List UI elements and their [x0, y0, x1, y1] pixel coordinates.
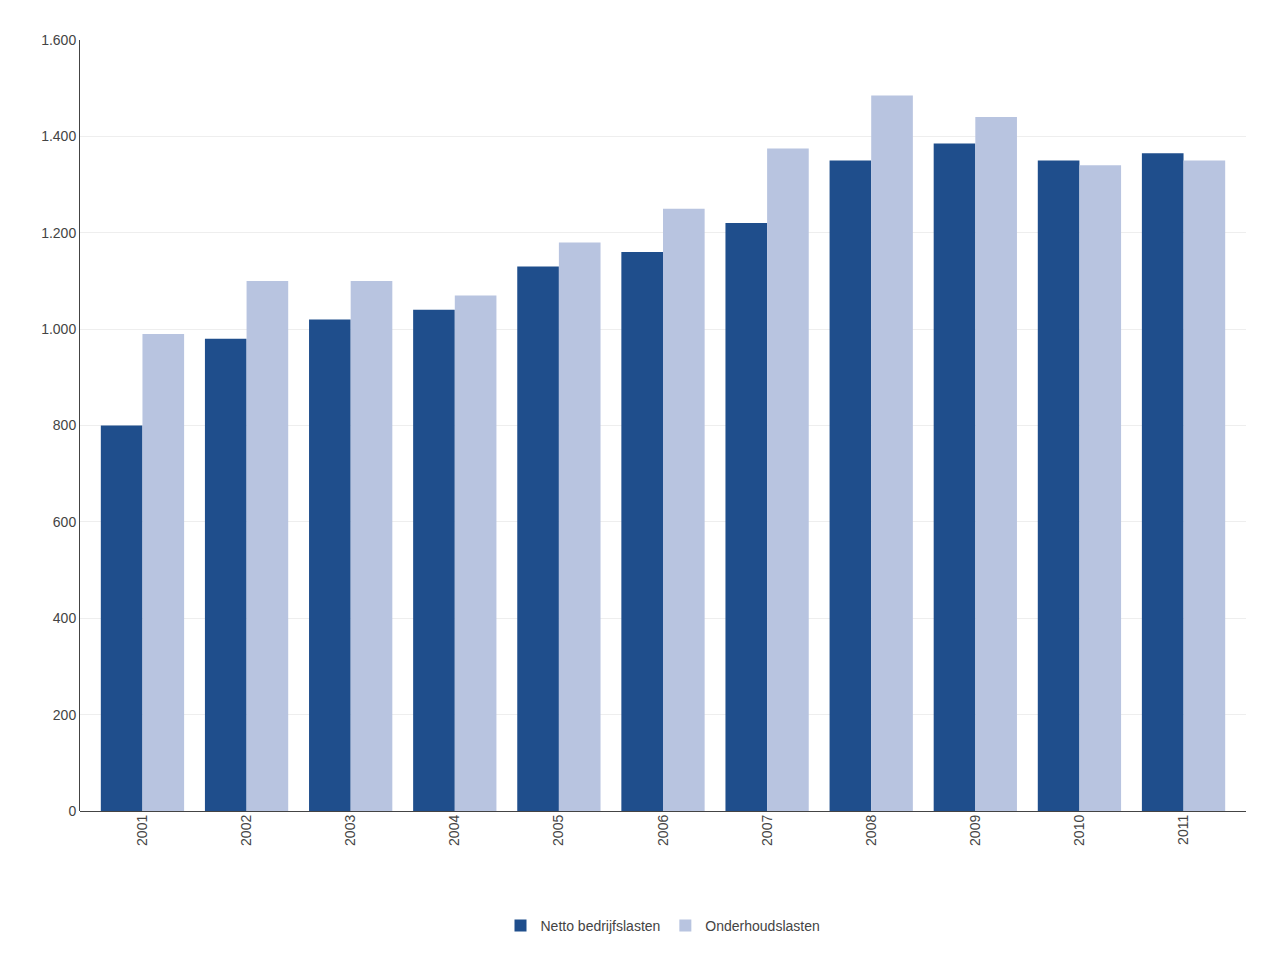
svg-text:2001: 2001 — [134, 815, 150, 846]
svg-text:200: 200 — [53, 707, 77, 723]
svg-text:2008: 2008 — [863, 815, 879, 846]
svg-text:800: 800 — [53, 417, 77, 433]
svg-text:2011: 2011 — [1175, 815, 1191, 845]
svg-text:1.600: 1.600 — [41, 32, 76, 48]
svg-text:2004: 2004 — [446, 815, 462, 846]
svg-text:0: 0 — [68, 803, 76, 819]
svg-text:2010: 2010 — [1071, 815, 1087, 846]
svg-text:400: 400 — [53, 610, 77, 626]
svg-text:Netto bedrijfslasten: Netto bedrijfslasten — [541, 918, 661, 934]
svg-text:Onderhoudslasten: Onderhoudslasten — [705, 918, 819, 934]
svg-text:1.000: 1.000 — [41, 321, 76, 337]
svg-text:2007: 2007 — [759, 815, 775, 846]
svg-text:2002: 2002 — [238, 815, 254, 846]
svg-text:600: 600 — [53, 514, 77, 530]
svg-text:2009: 2009 — [967, 815, 983, 846]
svg-text:1.200: 1.200 — [41, 225, 76, 241]
svg-text:2003: 2003 — [342, 815, 358, 846]
svg-text:2006: 2006 — [655, 815, 671, 846]
svg-text:1.400: 1.400 — [41, 128, 76, 144]
svg-text:2005: 2005 — [550, 815, 566, 846]
